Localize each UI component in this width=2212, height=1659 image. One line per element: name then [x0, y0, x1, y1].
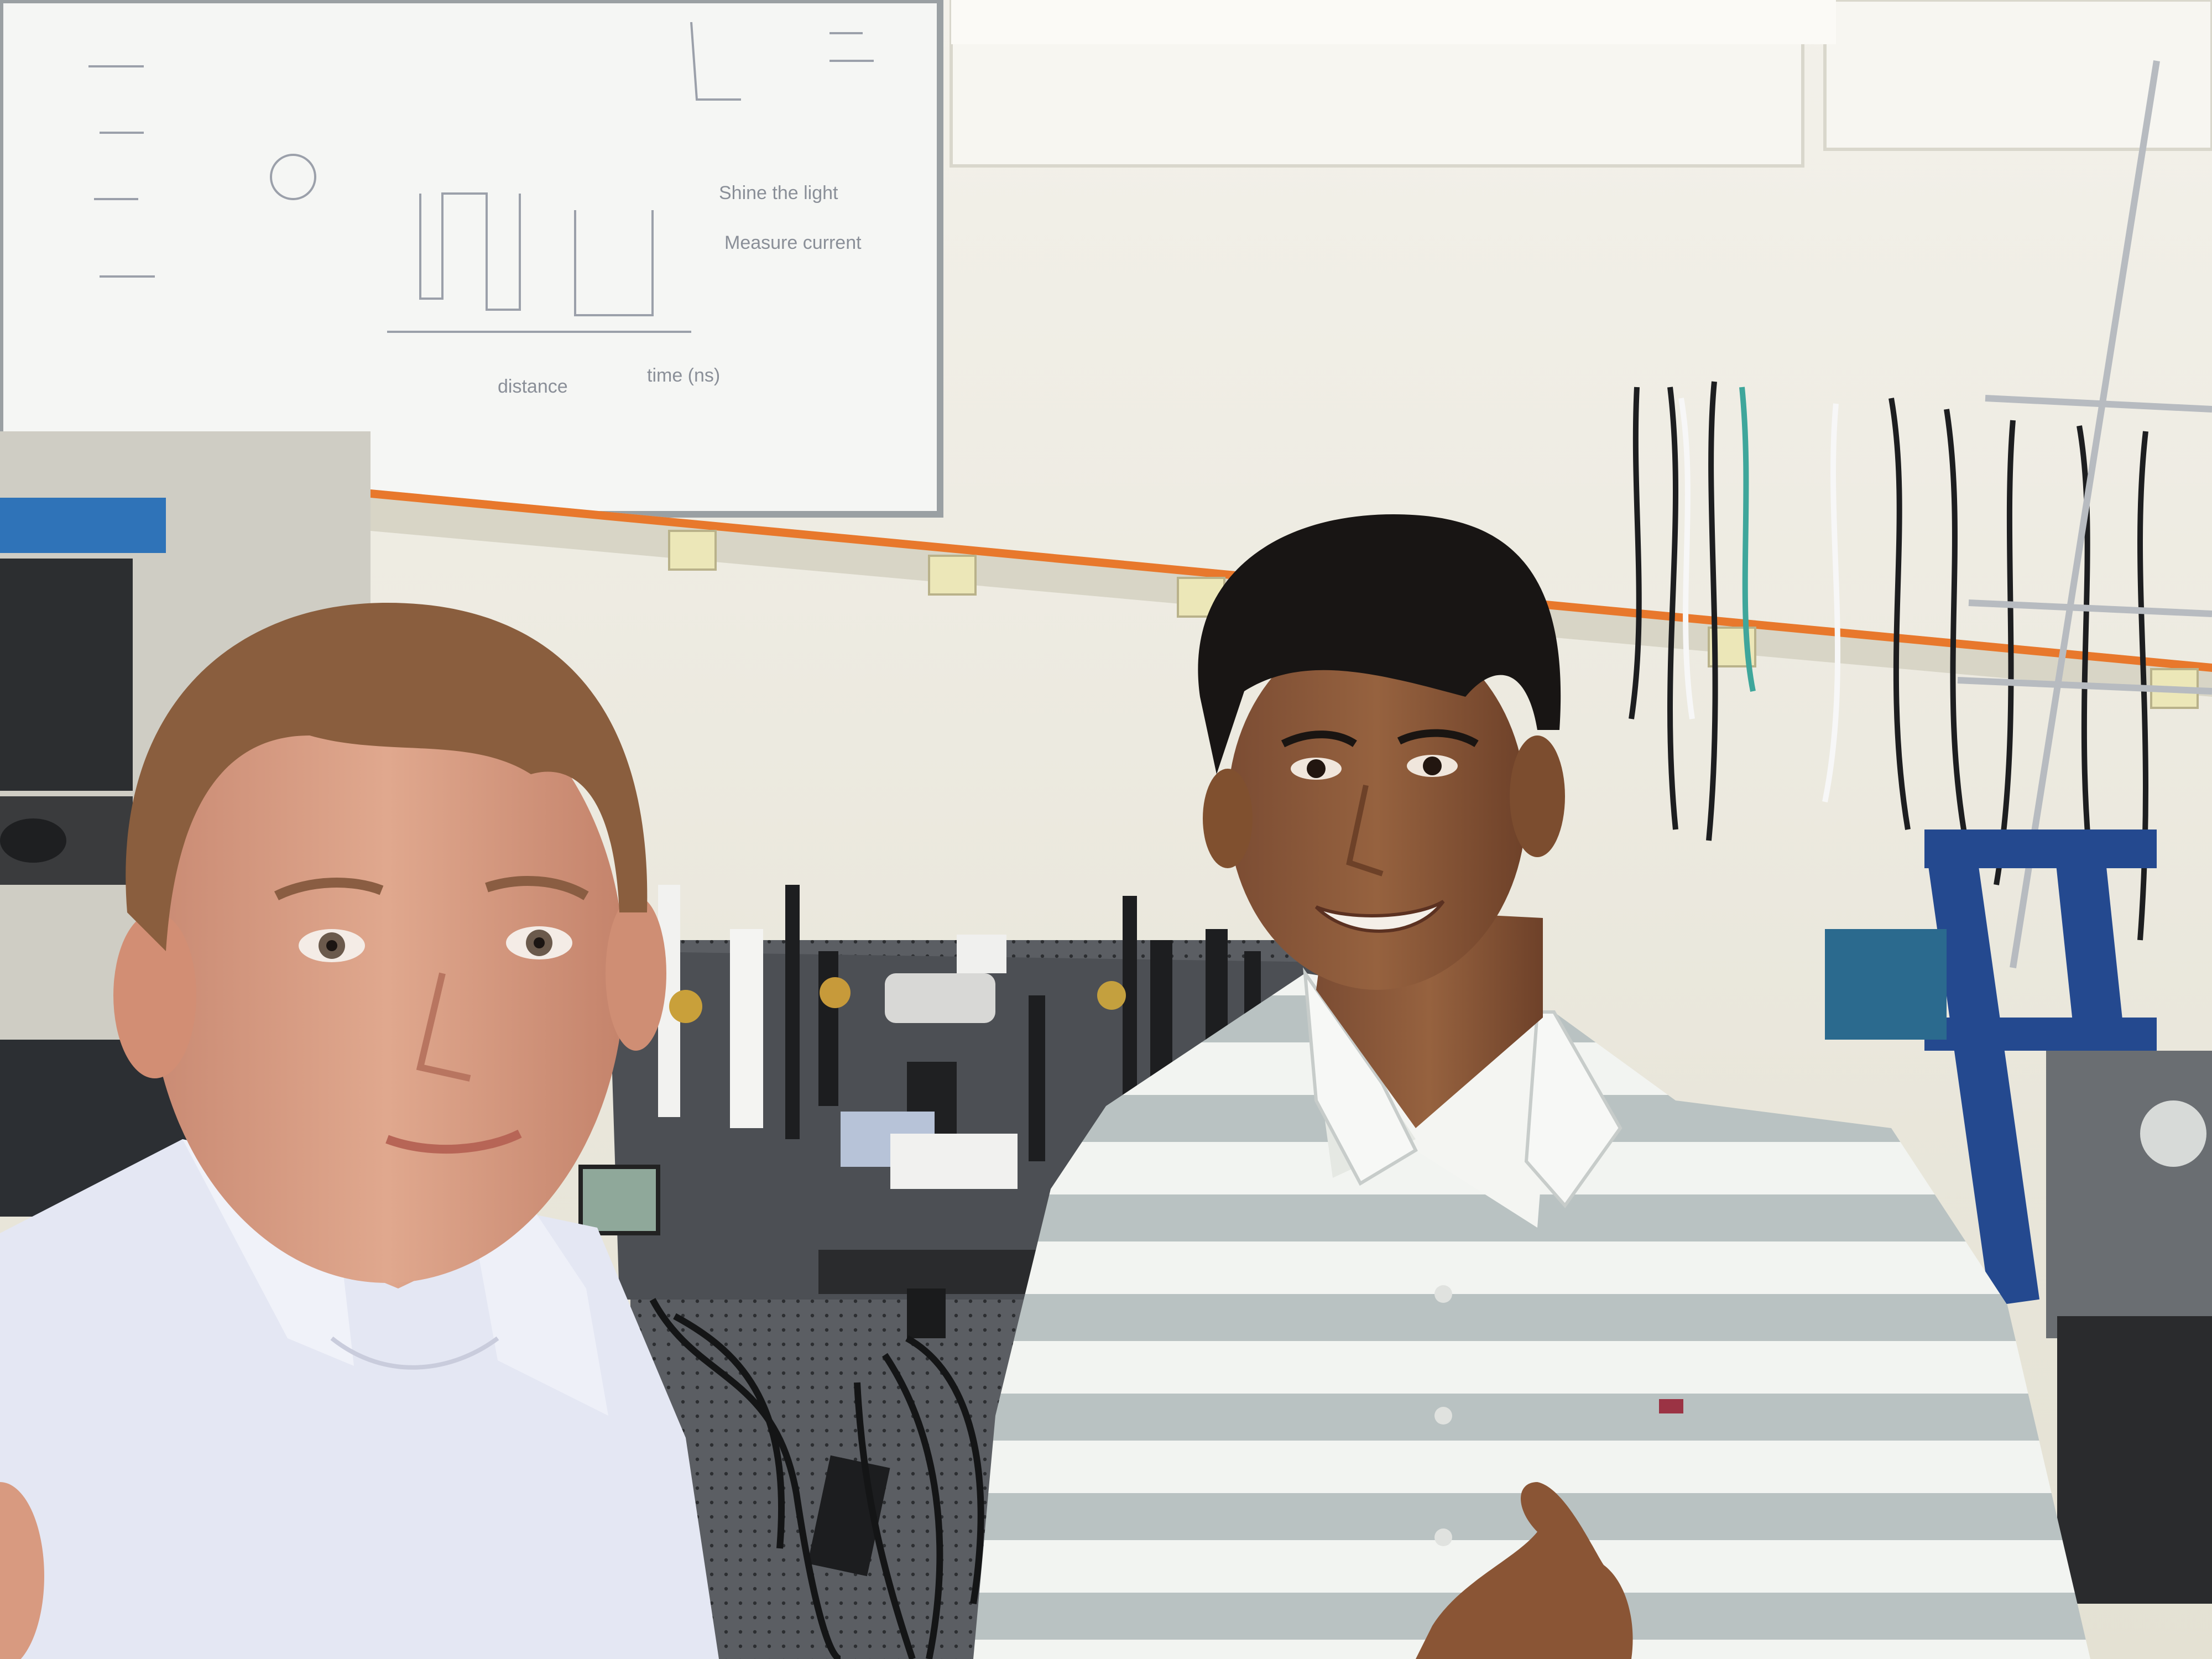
- whiteboard-note-4: time (ns): [647, 365, 720, 386]
- face-left: [149, 664, 625, 1283]
- whiteboard-note-3: distance: [498, 376, 568, 397]
- whiteboard-note-2: Measure current: [724, 232, 862, 253]
- wire-rack: [1957, 60, 2212, 968]
- whiteboard-note-1: Shine the light: [719, 182, 838, 204]
- striped-shirt: [973, 973, 2090, 1659]
- whiteboard: Shine the light Measure current distance…: [0, 0, 943, 518]
- person-left: [0, 603, 719, 1659]
- vacuum-chamber: [2046, 1051, 2212, 1604]
- ceiling-panels: [950, 0, 2212, 168]
- shirt-logo: [1659, 1399, 1683, 1413]
- thumbs-up-hand: [1416, 1482, 1633, 1659]
- hair-left: [126, 603, 648, 951]
- hair-right: [1198, 514, 1561, 774]
- face-right: [1228, 625, 1526, 990]
- person-right: [973, 514, 2090, 1659]
- table-cables: [649, 1298, 984, 1659]
